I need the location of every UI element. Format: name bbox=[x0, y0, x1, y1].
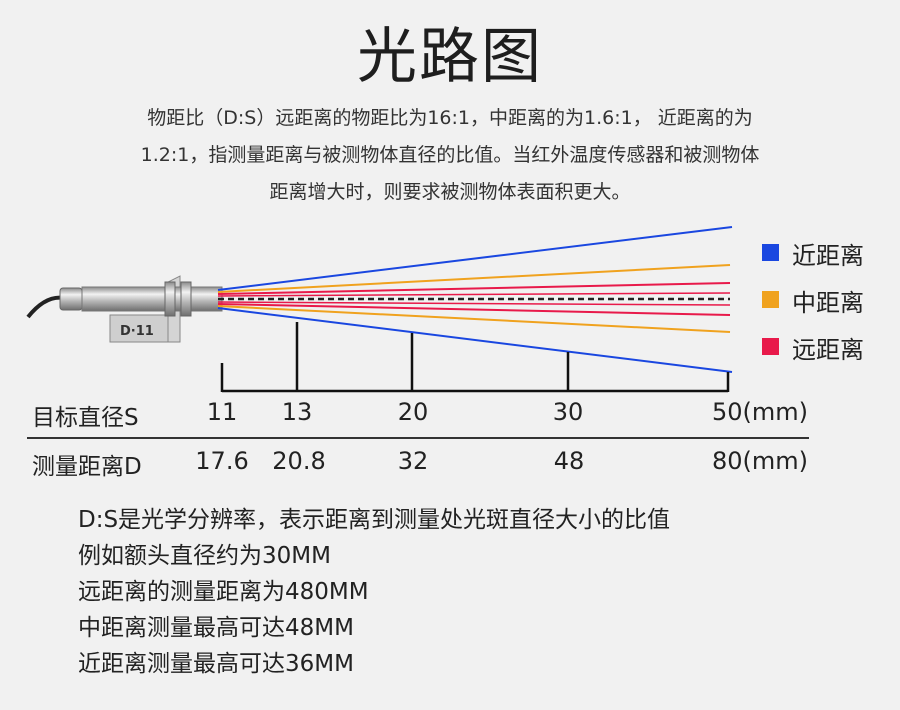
measure-distance-label: 测量距离D bbox=[32, 454, 142, 480]
bracket-tag: D·11 bbox=[120, 324, 154, 339]
intro-line-1: 物距比（D:S）远距离的物距比为16:1，中距离的为1.6:1， 近距离的为 bbox=[147, 107, 753, 129]
note-line: 中距离测量最高可达48MM bbox=[78, 615, 354, 641]
legend-swatch-mid bbox=[762, 291, 779, 308]
note-line: 近距离测量最高可达36MM bbox=[78, 651, 354, 677]
sensor-nut-1 bbox=[164, 281, 176, 317]
beam-far-bottom bbox=[217, 303, 731, 316]
target-diameter-label: 目标直径S bbox=[32, 405, 139, 431]
sensor-cable bbox=[26, 295, 65, 319]
d-value: 20.8 bbox=[272, 447, 326, 475]
legend-swatch-near bbox=[762, 244, 779, 261]
beam-mid-top bbox=[217, 264, 731, 293]
s-value: 11 bbox=[206, 398, 238, 426]
beam-near-top bbox=[217, 226, 733, 291]
d-value: 17.6 bbox=[195, 447, 249, 475]
legend-swatch-far bbox=[762, 338, 779, 355]
s-value: 20 bbox=[397, 398, 429, 426]
beam-far-inner-bottom bbox=[217, 301, 731, 306]
d-value: 80(mm) bbox=[712, 447, 809, 475]
optical-path-diagram: D·11 bbox=[26, 226, 733, 393]
d-value: 48 bbox=[553, 447, 585, 475]
s-value: 30 bbox=[552, 398, 584, 426]
beam-far-top bbox=[217, 282, 731, 295]
legend-label-mid: 中距离 bbox=[792, 289, 864, 317]
note-line: 例如额头直径约为30MM bbox=[78, 543, 331, 569]
intro-line-2: 1.2:1，指测量距离与被测物体直径的比值。当红外温度传感器和被测物体 bbox=[140, 144, 760, 166]
beam-near-bottom bbox=[217, 307, 733, 373]
intro-line-3: 距离增大时，则要求被测物体表面积更大。 bbox=[269, 181, 631, 203]
d-value: 32 bbox=[397, 447, 429, 475]
sensor-nut-2 bbox=[180, 281, 192, 317]
legend-label-near: 近距离 bbox=[792, 242, 864, 270]
beam-mid-bottom bbox=[217, 305, 731, 333]
table-divider bbox=[27, 437, 809, 439]
note-line: 远距离的测量距离为480MM bbox=[78, 579, 369, 605]
sensor-barrel bbox=[81, 286, 223, 312]
page-title: 光路图 bbox=[357, 22, 543, 92]
sensor-connector bbox=[59, 287, 83, 311]
legend-label-far: 远距离 bbox=[792, 336, 864, 364]
s-value: 50(mm) bbox=[712, 398, 809, 426]
beam-far-inner-top bbox=[217, 292, 731, 297]
note-line: D:S是光学分辨率，表示距离到测量处光斑直径大小的比值 bbox=[78, 507, 671, 533]
s-value: 13 bbox=[281, 398, 313, 426]
